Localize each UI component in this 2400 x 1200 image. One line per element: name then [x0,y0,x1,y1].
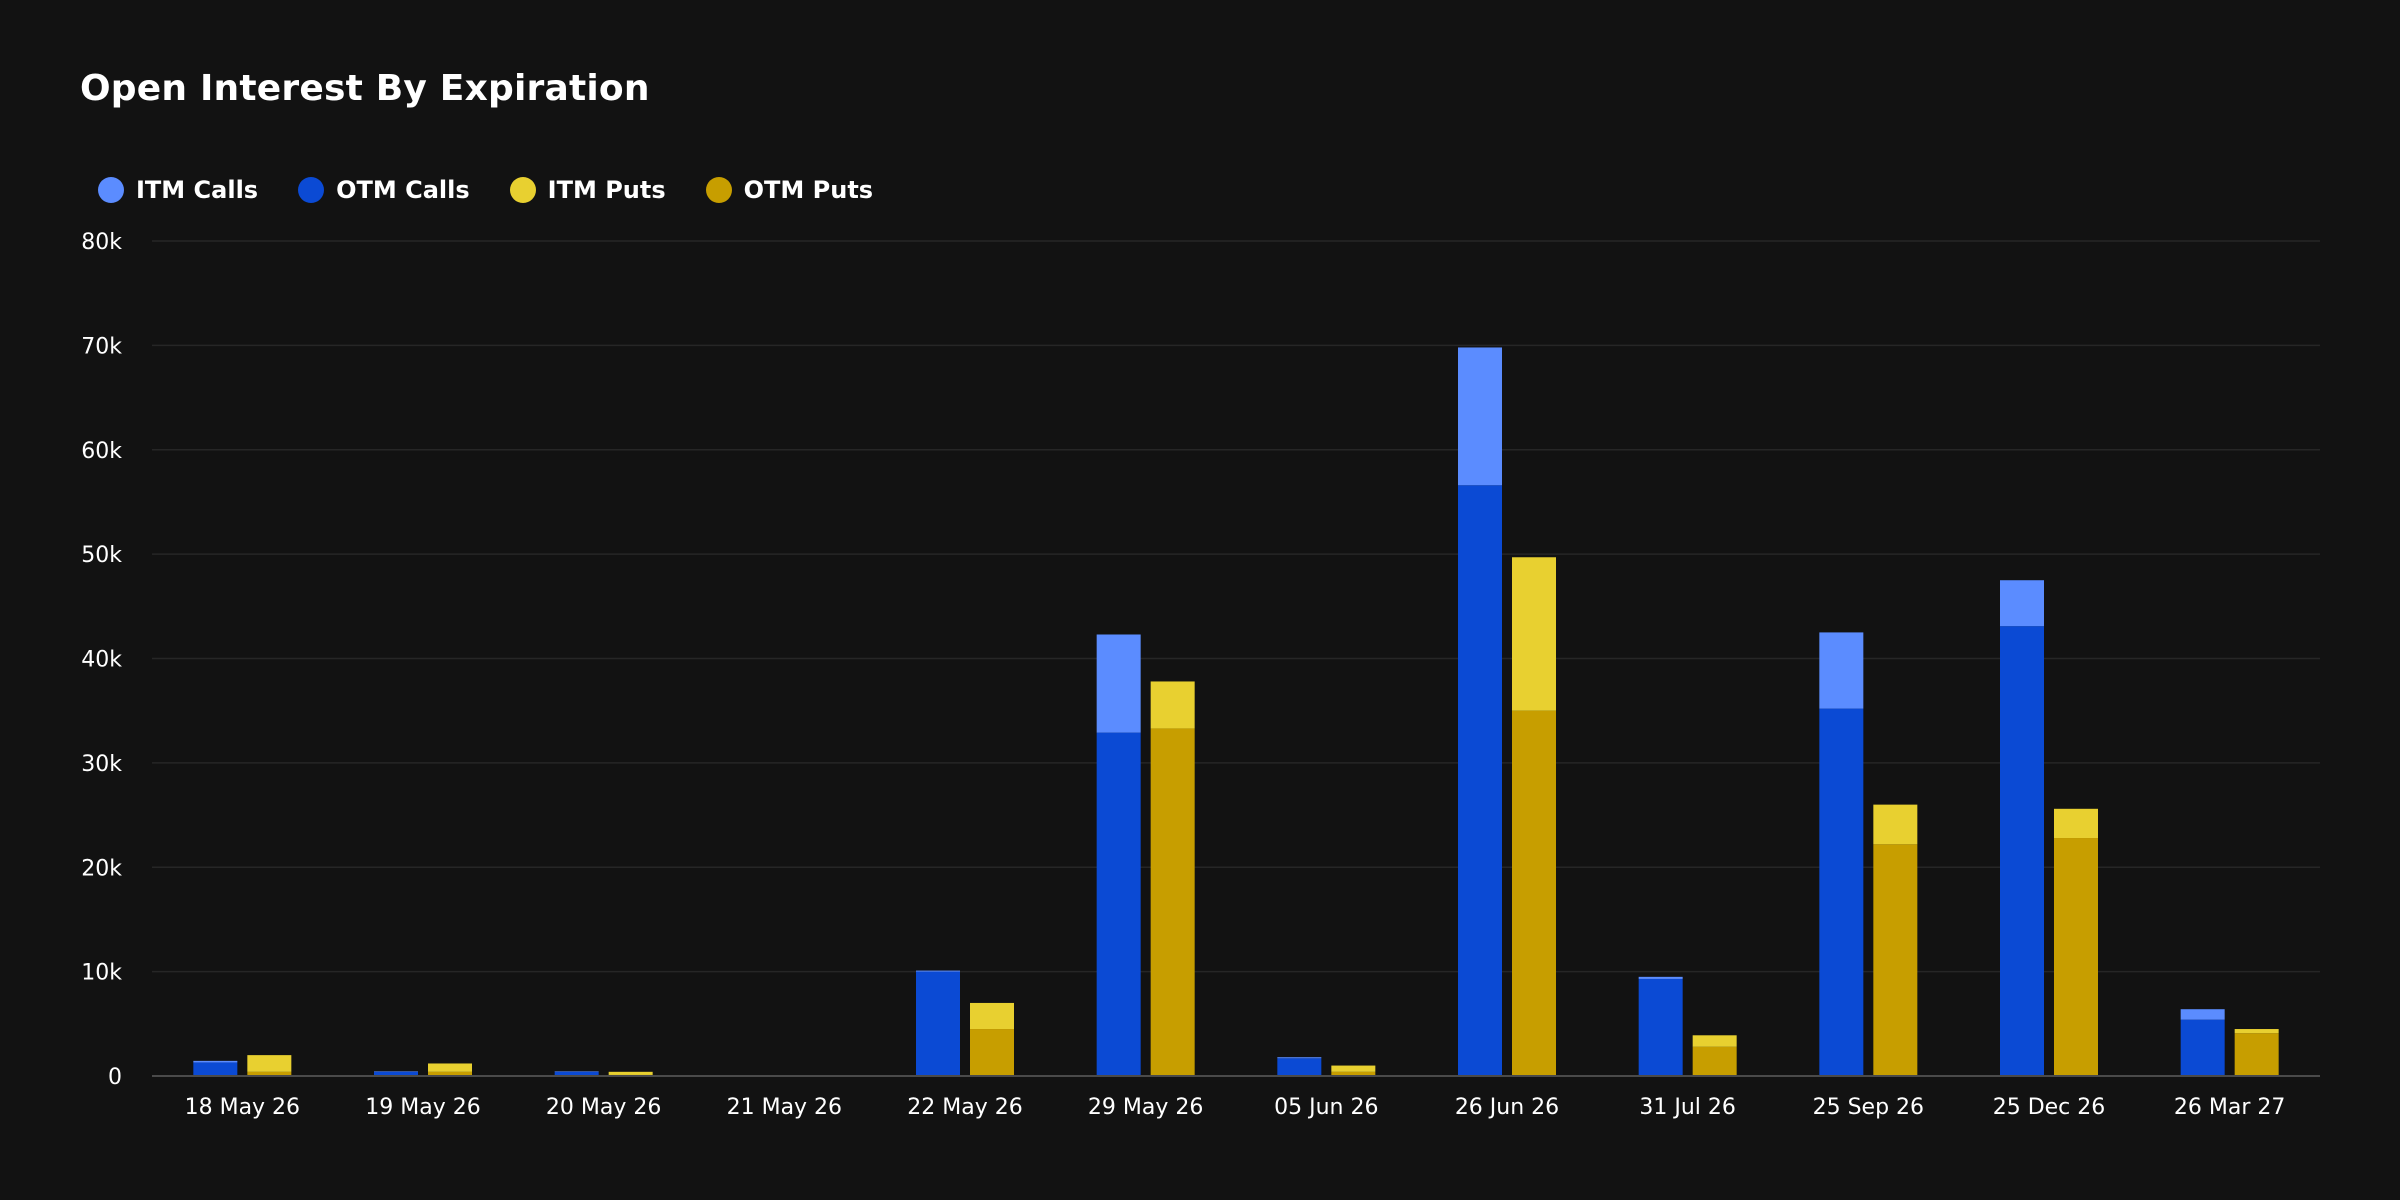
bar-itm-calls-25-sep-26[interactable] [1819,632,1864,709]
y-tick-label-30k: 30k [81,752,122,777]
y-tick-label-50k: 50k [81,543,122,568]
x-tick-label-22-may-26: 22 May 26 [907,1095,1022,1120]
y-tick-label-0: 0 [108,1065,122,1090]
bar-itm-calls-31-jul-26[interactable] [1638,976,1683,979]
bar-itm-puts-31-jul-26[interactable] [1692,1035,1737,1047]
chart-title: Open Interest By Expiration [80,68,650,109]
bar-otm-calls-22-may-26[interactable] [916,971,960,1076]
bar-otm-calls-05-jun-26[interactable] [1277,1058,1322,1076]
bar-itm-puts-18-may-26[interactable] [247,1055,292,1072]
bar-otm-puts-26-mar-27[interactable] [2234,1033,2279,1076]
x-axis: 18 May 26 19 May 26 20 May 26 21 May 26 22 M… [152,1075,2320,1120]
bar-otm-calls-18-may-26[interactable] [193,1062,238,1076]
legend-label-otm-puts: OTM Puts [743,176,874,204]
chart-bars [193,347,2279,1076]
chart-gridlines [152,240,2320,1077]
bar-itm-puts-05-jun-26[interactable] [1331,1065,1376,1072]
bar-itm-puts-26-jun-26[interactable] [1512,557,1556,711]
bar-otm-puts-18-may-26[interactable] [247,1071,292,1076]
legend-swatch-itm-puts [509,177,536,203]
legend-label-otm-calls: OTM Calls [336,176,470,204]
bar-otm-calls-25-sep-26[interactable] [1819,708,1864,1076]
x-tick-label-21-may-26: 21 May 26 [727,1095,842,1120]
y-tick-label-40k: 40k [81,648,122,673]
bar-otm-puts-31-jul-26[interactable] [1692,1046,1737,1076]
legend-swatch-itm-calls [98,177,124,203]
bar-otm-calls-20-may-26[interactable] [554,1071,599,1076]
bar-itm-calls-25-dec-26[interactable] [2000,580,2044,627]
bar-itm-puts-20-may-26[interactable] [608,1071,653,1075]
x-tick-label-19-may-26: 19 May 26 [365,1095,480,1120]
y-axis: 0 10k 20k 30k 40k 50k 60k 70k 80k [81,230,122,1090]
bar-itm-puts-25-sep-26[interactable] [1873,804,1918,845]
legend-label-itm-puts: ITM Puts [547,176,666,204]
legend-item-otm-puts[interactable]: OTM Puts [705,176,874,204]
legend-swatch-otm-puts [705,177,732,203]
y-tick-label-60k: 60k [81,439,122,464]
bar-otm-calls-26-mar-27[interactable] [2180,1019,2225,1076]
bar-itm-puts-25-dec-26[interactable] [2054,808,2098,839]
bar-itm-calls-29-may-26[interactable] [1096,634,1141,733]
bar-itm-calls-26-jun-26[interactable] [1458,347,1502,486]
bar-itm-calls-05-jun-26[interactable] [1277,1057,1322,1059]
bar-itm-puts-19-may-26[interactable] [428,1063,472,1072]
bar-otm-calls-26-jun-26[interactable] [1458,485,1502,1076]
x-tick-label-20-may-26: 20 May 26 [546,1095,661,1120]
bar-itm-calls-18-may-26[interactable] [193,1060,238,1063]
bar-otm-puts-19-may-26[interactable] [428,1071,472,1076]
x-tick-label-26-mar-27: 26 Mar 27 [2174,1095,2285,1120]
bar-itm-puts-29-may-26[interactable] [1150,681,1195,729]
bar-otm-calls-25-dec-26[interactable] [2000,626,2044,1076]
x-tick-label-29-may-26: 29 May 26 [1088,1095,1203,1120]
x-tick-label-26-jun-26: 26 Jun 26 [1455,1095,1559,1120]
legend-item-itm-calls[interactable]: ITM Calls [98,176,258,204]
legend-item-otm-calls[interactable]: OTM Calls [298,176,470,204]
bar-itm-calls-22-may-26[interactable] [916,970,960,972]
bar-itm-puts-22-may-26[interactable] [970,1002,1014,1030]
bar-otm-puts-25-sep-26[interactable] [1873,844,1918,1076]
legend-swatch-otm-calls [298,177,325,203]
bar-otm-puts-22-may-26[interactable] [970,1029,1014,1076]
x-tick-label-18-may-26: 18 May 26 [185,1095,300,1120]
bar-itm-calls-19-may-26[interactable] [374,1071,418,1072]
x-tick-label-05-jun-26: 05 Jun 26 [1274,1095,1378,1120]
bar-otm-calls-19-may-26[interactable] [374,1071,418,1076]
chart-legend: ITM Calls OTM Calls ITM Puts OTM Puts [98,176,873,204]
y-tick-label-10k: 10k [81,961,122,986]
legend-item-itm-puts[interactable]: ITM Puts [509,176,666,204]
bar-otm-calls-29-may-26[interactable] [1096,732,1141,1076]
y-tick-label-20k: 20k [81,856,122,881]
bar-otm-puts-05-jun-26[interactable] [1331,1071,1376,1076]
x-tick-label-31-jul-26: 31 Jul 26 [1639,1095,1736,1120]
bar-otm-puts-29-may-26[interactable] [1150,728,1195,1076]
x-tick-label-25-dec-26: 25 Dec 26 [1993,1095,2106,1120]
y-tick-label-80k: 80k [81,230,122,255]
bar-itm-calls-26-mar-27[interactable] [2180,1009,2225,1020]
bar-itm-calls-20-may-26[interactable] [554,1071,599,1072]
bar-otm-puts-25-dec-26[interactable] [2054,838,2098,1076]
bar-otm-puts-26-jun-26[interactable] [1512,710,1556,1076]
bar-otm-calls-31-jul-26[interactable] [1638,978,1683,1076]
x-tick-label-25-sep-26: 25 Sep 26 [1813,1095,1924,1120]
bar-itm-puts-26-mar-27[interactable] [2234,1029,2279,1034]
legend-label-itm-calls: ITM Calls [136,176,259,204]
y-tick-label-70k: 70k [81,334,122,359]
